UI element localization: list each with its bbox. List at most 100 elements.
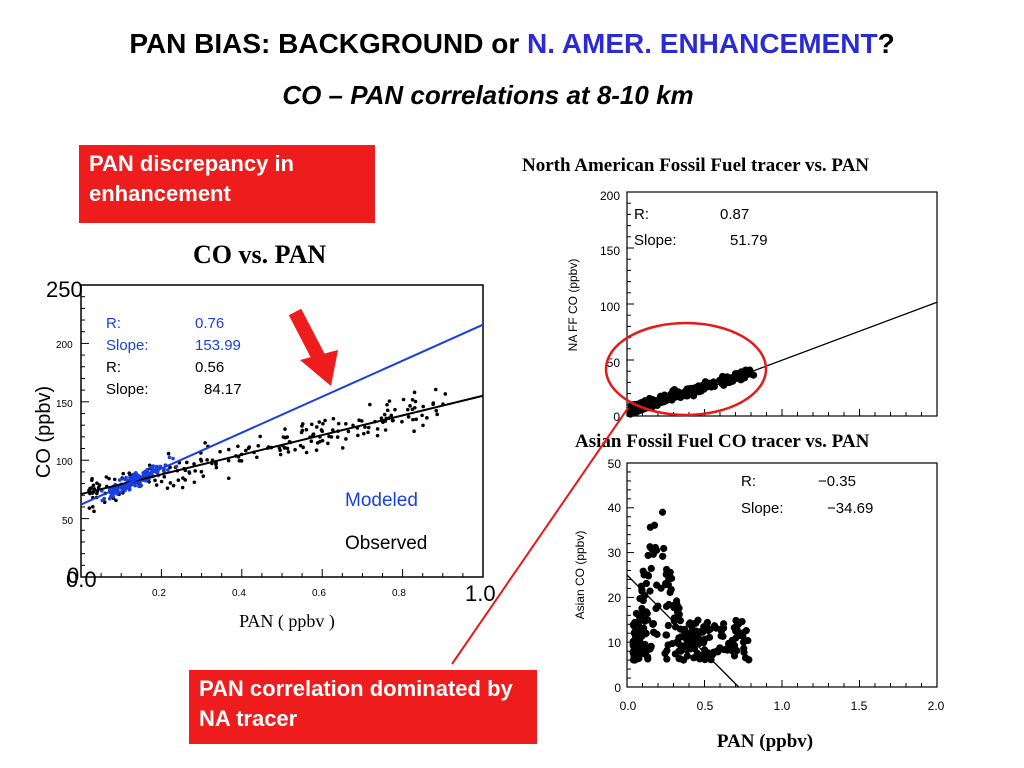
chart-na-ff-tracer: 0 50 100 150 200 NA FF CO (ppbv) R: 0.87… bbox=[566, 189, 938, 424]
modeled-point bbox=[133, 483, 138, 488]
chart1-ticks bbox=[80, 284, 484, 578]
observed-point bbox=[314, 448, 319, 452]
chart2-frame bbox=[626, 191, 938, 417]
modeled-point bbox=[100, 498, 105, 503]
asian-tracer-point bbox=[662, 631, 670, 639]
observed-point bbox=[226, 447, 231, 452]
observed-point bbox=[359, 419, 364, 423]
observed-point bbox=[214, 462, 218, 467]
asian-tracer-point bbox=[668, 574, 676, 582]
observed-point bbox=[226, 458, 231, 463]
observed-point bbox=[199, 469, 204, 474]
observed-point bbox=[255, 455, 259, 460]
chart3-stat-r: −0.35 bbox=[818, 473, 856, 490]
modeled-point bbox=[128, 475, 132, 480]
modeled-point bbox=[111, 494, 115, 499]
observed-point bbox=[214, 465, 219, 470]
chart3-stat-slope: −34.69 bbox=[827, 500, 873, 517]
chart1-ytick-3: 150 bbox=[56, 399, 73, 410]
observed-point bbox=[421, 423, 425, 428]
observed-point bbox=[154, 483, 159, 487]
chart3-ticks bbox=[626, 462, 938, 688]
chart1-xtick-2: 0.4 bbox=[232, 588, 246, 599]
observed-point bbox=[283, 435, 288, 440]
asian-tracer-point bbox=[658, 508, 667, 516]
observed-point bbox=[385, 402, 389, 407]
observed-point bbox=[89, 478, 94, 483]
chart3-stat-r-label: R: bbox=[741, 473, 756, 490]
asian-tracer-point bbox=[632, 620, 641, 628]
observed-point bbox=[236, 444, 240, 449]
chart1-fit-modeled bbox=[80, 323, 484, 506]
observed-point bbox=[412, 390, 417, 395]
observed-point bbox=[282, 445, 287, 450]
na-tracer-point bbox=[684, 385, 693, 393]
observed-point bbox=[218, 449, 222, 454]
chart3-ylabel: Asian CO (ppbv) bbox=[573, 531, 587, 620]
modeled-point bbox=[127, 487, 132, 492]
asian-tracer-point bbox=[730, 641, 739, 650]
title-highlight: N. AMER. ENHANCEMENT bbox=[527, 28, 878, 59]
modeled-point bbox=[171, 456, 175, 461]
title-prefix: PAN BIAS: BACKGROUND or bbox=[129, 28, 528, 59]
modeled-point bbox=[166, 468, 170, 472]
observed-point bbox=[203, 441, 207, 445]
observed-point bbox=[166, 451, 171, 456]
observed-point bbox=[256, 443, 261, 448]
chart1-xtick-3: 0.6 bbox=[312, 588, 326, 599]
modeled-point bbox=[111, 491, 116, 496]
chart1-stat-slope-observed: 84.17 bbox=[204, 381, 242, 398]
chart3-points bbox=[629, 508, 753, 664]
observed-point bbox=[314, 425, 319, 429]
asian-tracer-point bbox=[744, 636, 752, 645]
observed-point bbox=[320, 429, 325, 434]
chart2-ytick-2: 100 bbox=[600, 300, 620, 314]
asian-tracer-point bbox=[714, 648, 722, 656]
chart3-ytick-5: 50 bbox=[608, 457, 622, 471]
observed-point bbox=[366, 430, 370, 435]
asian-tracer-point bbox=[745, 656, 753, 664]
chart3-ytick-1: 10 bbox=[608, 636, 622, 650]
observed-point bbox=[387, 399, 392, 403]
observed-point bbox=[193, 469, 197, 473]
observed-point bbox=[363, 425, 367, 429]
observed-point bbox=[421, 404, 426, 409]
observed-point bbox=[176, 478, 181, 483]
observed-point bbox=[405, 407, 410, 412]
observed-point bbox=[285, 446, 290, 451]
chart1-legend-modeled: Modeled bbox=[345, 490, 418, 511]
chart1-stat-r-label-modeled: R: bbox=[106, 315, 121, 332]
asian-tracer-point bbox=[663, 646, 671, 655]
asian-tracer-point bbox=[675, 654, 683, 663]
chart2-ylabel: NA FF CO (ppbv) bbox=[566, 259, 580, 352]
chart2-ytick-0: 0 bbox=[613, 410, 620, 424]
observed-point bbox=[434, 408, 439, 413]
observed-point bbox=[183, 478, 187, 482]
observed-point bbox=[162, 475, 167, 479]
observed-point bbox=[431, 402, 435, 407]
observed-point bbox=[344, 437, 348, 441]
slide-title: PAN BIAS: BACKGROUND or N. AMER. ENHANCE… bbox=[0, 28, 1024, 60]
observed-point bbox=[408, 404, 412, 408]
chart2-stat-r-label: R: bbox=[634, 206, 649, 223]
chart3-ytick-2: 20 bbox=[608, 591, 622, 605]
asian-tracer-point bbox=[693, 649, 701, 657]
observed-point bbox=[112, 477, 117, 482]
observed-point bbox=[283, 427, 287, 431]
observed-point bbox=[278, 452, 283, 457]
observed-point bbox=[425, 416, 429, 420]
modeled-point bbox=[117, 478, 122, 482]
observed-point bbox=[92, 509, 96, 514]
observed-point bbox=[301, 445, 305, 450]
observed-point bbox=[379, 416, 384, 421]
observed-point bbox=[383, 428, 388, 432]
asian-tracer-point bbox=[649, 550, 657, 558]
chart1-stat-r-modeled: 0.76 bbox=[195, 315, 224, 332]
observed-point bbox=[168, 465, 172, 470]
observed-point bbox=[192, 462, 196, 466]
chart3-ytick-0: 0 bbox=[614, 681, 621, 695]
observed-point bbox=[304, 450, 309, 455]
chart1-ytick-1: 50 bbox=[62, 516, 74, 527]
observed-point bbox=[335, 435, 340, 439]
chart1-ytick-5: 250 bbox=[46, 277, 83, 302]
